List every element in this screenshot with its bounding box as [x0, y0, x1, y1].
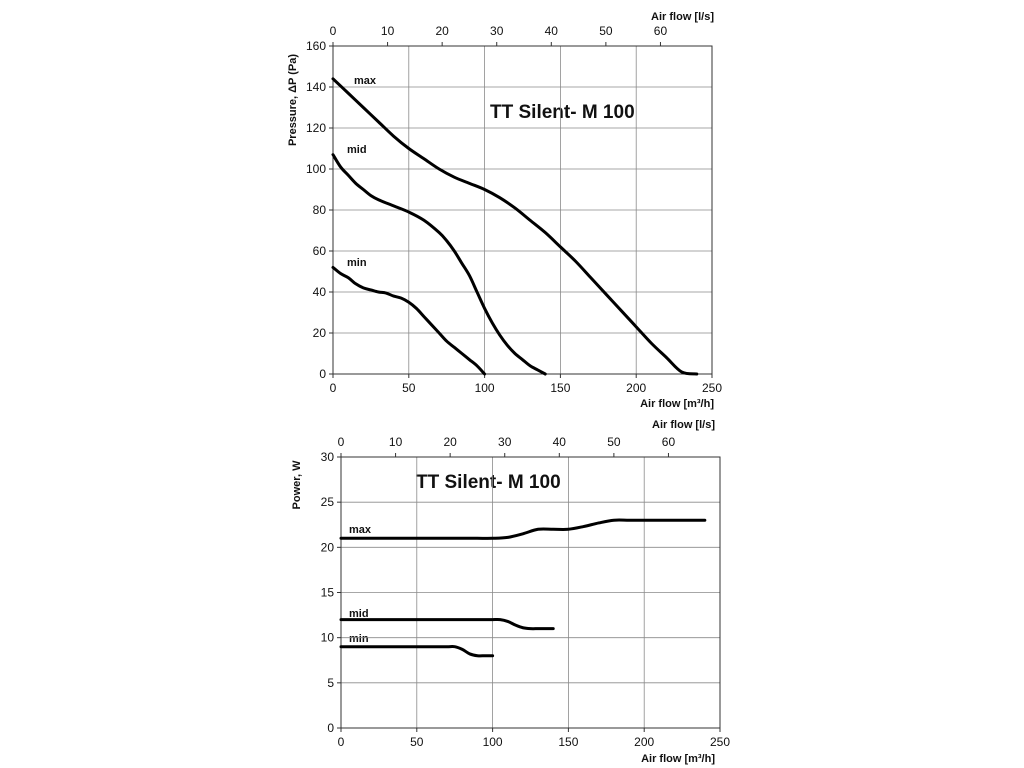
pressure-x2-tick-0: 0 [330, 24, 337, 38]
power-x-tick-50: 50 [410, 735, 424, 749]
pressure-x2-tick-60: 60 [654, 24, 668, 38]
pressure-series-label-min: min [347, 257, 367, 269]
power-y-tick-25: 25 [321, 495, 335, 509]
pressure-chart: TT Silent- M 100 Air flow [m³/h] Air flo… [287, 11, 722, 410]
power-x2-tick-40: 40 [553, 435, 567, 449]
pressure-x2-tick-20: 20 [435, 24, 449, 38]
pressure-x-tick-250: 250 [702, 381, 722, 395]
pressure-y-tick-80: 80 [313, 203, 327, 217]
power-chart-title: TT Silent- M 100 [416, 472, 561, 493]
power-x-tick-250: 250 [710, 735, 730, 749]
pressure-chart-y-axis-label: Pressure, ΔP (Pa) [287, 54, 299, 146]
pressure-y-tick-100: 100 [306, 162, 326, 176]
pressure-y-tick-120: 120 [306, 121, 326, 135]
power-chart: TT Silent- M 100 Air flow [m³/h] Air flo… [291, 419, 730, 765]
power-x-tick-150: 150 [558, 735, 578, 749]
pressure-gridlines [333, 46, 712, 374]
power-y-tick-30: 30 [321, 450, 335, 464]
power-series-line-mid [339, 617, 555, 631]
power-x2-tick-60: 60 [662, 435, 676, 449]
power-x2-tick-30: 30 [498, 435, 512, 449]
pressure-x2-tick-50: 50 [599, 24, 613, 38]
power-series-label-max: max [349, 524, 372, 536]
power-series-label-min: min [349, 633, 369, 645]
power-chart-x-axis-label: Air flow [m³/h] [641, 753, 715, 765]
power-chart-y-axis-label: Power, W [291, 460, 303, 510]
power-y-tick-10: 10 [321, 631, 335, 645]
pressure-y-tick-0: 0 [319, 367, 326, 381]
pressure-series-line-min [331, 265, 487, 376]
pressure-y-tick-160: 160 [306, 39, 326, 53]
pressure-x2-tick-40: 40 [545, 24, 559, 38]
power-x2-tick-0: 0 [338, 435, 345, 449]
power-gridlines [341, 457, 720, 728]
power-y-tick-20: 20 [321, 540, 335, 554]
pressure-x-tick-200: 200 [626, 381, 646, 395]
power-x-tick-0: 0 [338, 735, 345, 749]
pressure-y-tick-40: 40 [313, 285, 327, 299]
pressure-series-line-max [331, 77, 699, 376]
power-y-tick-0: 0 [327, 721, 334, 735]
pressure-chart-x-axis-label: Air flow [m³/h] [640, 398, 714, 410]
power-x-tick-200: 200 [634, 735, 654, 749]
power-y-tick-5: 5 [327, 676, 334, 690]
pressure-x2-tick-10: 10 [381, 24, 395, 38]
pressure-y-tick-140: 140 [306, 80, 326, 94]
pressure-y-tick-20: 20 [313, 326, 327, 340]
pressure-x-tick-0: 0 [330, 381, 337, 395]
power-x2-tick-10: 10 [389, 435, 403, 449]
pressure-chart-x2-axis-label: Air flow [l/s] [651, 11, 714, 23]
pressure-series-line-mid [331, 153, 547, 376]
pressure-x-tick-150: 150 [550, 381, 570, 395]
power-series-label-mid: mid [349, 608, 369, 620]
power-y-tick-15: 15 [321, 586, 335, 600]
pressure-y-tick-60: 60 [313, 244, 327, 258]
pressure-chart-title: TT Silent- M 100 [490, 102, 635, 123]
pressure-x2-tick-30: 30 [490, 24, 504, 38]
power-series-line-min [339, 645, 495, 658]
pressure-series-label-max: max [354, 75, 377, 87]
power-series-line-max [339, 518, 707, 540]
pressure-x-tick-100: 100 [475, 381, 495, 395]
pressure-series-label-mid: mid [347, 144, 367, 156]
power-x2-tick-20: 20 [443, 435, 457, 449]
pressure-x-tick-50: 50 [402, 381, 416, 395]
power-x2-tick-50: 50 [607, 435, 621, 449]
power-chart-x2-axis-label: Air flow [l/s] [652, 419, 715, 431]
power-x-tick-100: 100 [483, 735, 503, 749]
